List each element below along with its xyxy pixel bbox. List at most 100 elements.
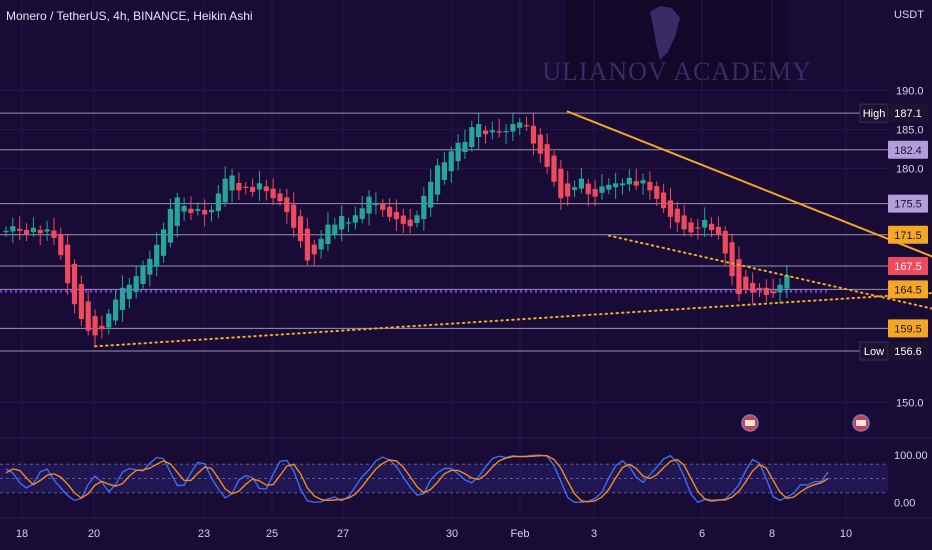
time-tick-label: 18: [16, 528, 28, 540]
candle-body: [414, 215, 420, 223]
trendlines-layer: [94, 110, 932, 348]
price-tag-value: 182.4: [894, 145, 922, 157]
time-tick-label: 8: [769, 528, 775, 540]
candle-body: [44, 229, 50, 232]
oscillator-pane: 100.00 0.00: [0, 437, 932, 509]
candle-body: [496, 131, 502, 133]
candle-body: [250, 186, 256, 192]
candle-body: [51, 230, 57, 238]
time-tick-label: 10: [840, 528, 852, 540]
candle-body: [421, 195, 427, 220]
horizontal-levels: [0, 112, 888, 352]
candle-body: [174, 197, 180, 226]
candle-body: [202, 209, 208, 215]
candle-body: [558, 168, 564, 199]
candle-body: [222, 178, 228, 203]
candle-body: [195, 209, 201, 211]
candle-body: [722, 230, 728, 254]
candle-body: [99, 325, 105, 330]
candle-body: [462, 141, 468, 152]
candle-body: [565, 183, 571, 197]
price-tag-bg: [888, 225, 928, 244]
candle-body: [236, 182, 242, 191]
candle-body: [708, 223, 715, 231]
oscillator-k-line: [5, 454, 829, 504]
candle-body: [256, 183, 263, 190]
candle-body: [750, 283, 756, 293]
candle-body: [373, 202, 379, 206]
candle-body: [17, 228, 23, 231]
price-tag-value: 175.5: [894, 199, 922, 211]
candle-body: [667, 200, 674, 217]
candle-body: [544, 144, 550, 167]
candle-body: [756, 287, 763, 289]
price-tick-label: 180.0: [896, 164, 924, 176]
candles-layer: [3, 113, 790, 348]
candle-body: [489, 130, 495, 133]
candle-body: [113, 299, 119, 321]
candle-body: [517, 122, 523, 128]
symbol-title[interactable]: Monero / TetherUS, 4h, BINANCE, Heikin A…: [6, 9, 253, 23]
time-tick-label: 20: [88, 528, 100, 540]
price-tag-value: 164.5: [894, 284, 922, 296]
candle-body: [407, 219, 413, 227]
candle-body: [263, 186, 269, 192]
candle-body: [167, 209, 173, 243]
candle-body: [448, 151, 454, 172]
candle-body: [243, 186, 249, 188]
candle-body: [345, 222, 352, 224]
time-tick-label: 6: [699, 528, 705, 540]
candle-body: [784, 275, 790, 289]
candle-body: [633, 181, 639, 186]
price-tick-label: 185.0: [896, 125, 924, 137]
candle-body: [606, 184, 612, 190]
time-tick-label: 3: [591, 528, 597, 540]
candle-body: [736, 259, 742, 295]
candle-body: [674, 208, 680, 223]
price-tag-bg: [888, 280, 928, 299]
candle-body: [476, 124, 482, 138]
candle-body: [688, 222, 694, 233]
candle-body: [777, 284, 783, 293]
candle-body: [571, 187, 578, 190]
candle-body: [510, 124, 516, 132]
price-tag-value: 159.5: [894, 323, 922, 335]
trendline: [566, 110, 932, 258]
candle-body: [613, 183, 619, 188]
candle-body: [188, 208, 194, 213]
candle-body: [441, 162, 447, 180]
candle-body: [154, 244, 160, 267]
candle-body: [208, 209, 215, 213]
currency-label[interactable]: USDT: [894, 9, 924, 21]
candle-body: [291, 204, 297, 228]
candle-body: [455, 142, 461, 162]
price-tick-label: 190.0: [896, 86, 924, 98]
candle-body: [10, 226, 16, 232]
candle-body: [359, 208, 365, 219]
price-tag-bg: [888, 319, 928, 338]
candle-body: [729, 242, 735, 277]
time-axis: 18 20 23 25 27 30 Feb 3 6 8 10: [0, 517, 932, 540]
time-tick-label: 27: [337, 528, 349, 540]
price-tag-value: 187.1: [894, 108, 922, 120]
candle-body: [592, 188, 598, 197]
candle-body: [469, 127, 475, 147]
candle-body: [284, 197, 290, 213]
time-tick-label: Feb: [511, 528, 530, 540]
candle-body: [71, 263, 78, 305]
candle-body: [270, 188, 276, 199]
wolf-logo-icon: [650, 6, 680, 60]
trendline: [607, 234, 932, 310]
candle-body: [428, 181, 434, 208]
price-tag-value: 171.5: [894, 230, 922, 242]
watermark-logo: ULIANOV ACADEMY: [542, 6, 811, 86]
candle-body: [3, 230, 9, 233]
candle-body: [30, 227, 36, 232]
candle-body: [339, 216, 345, 230]
candle-body: [654, 186, 660, 199]
candle-body: [65, 244, 71, 284]
candle-body: [119, 287, 126, 311]
candle-body: [530, 125, 537, 144]
